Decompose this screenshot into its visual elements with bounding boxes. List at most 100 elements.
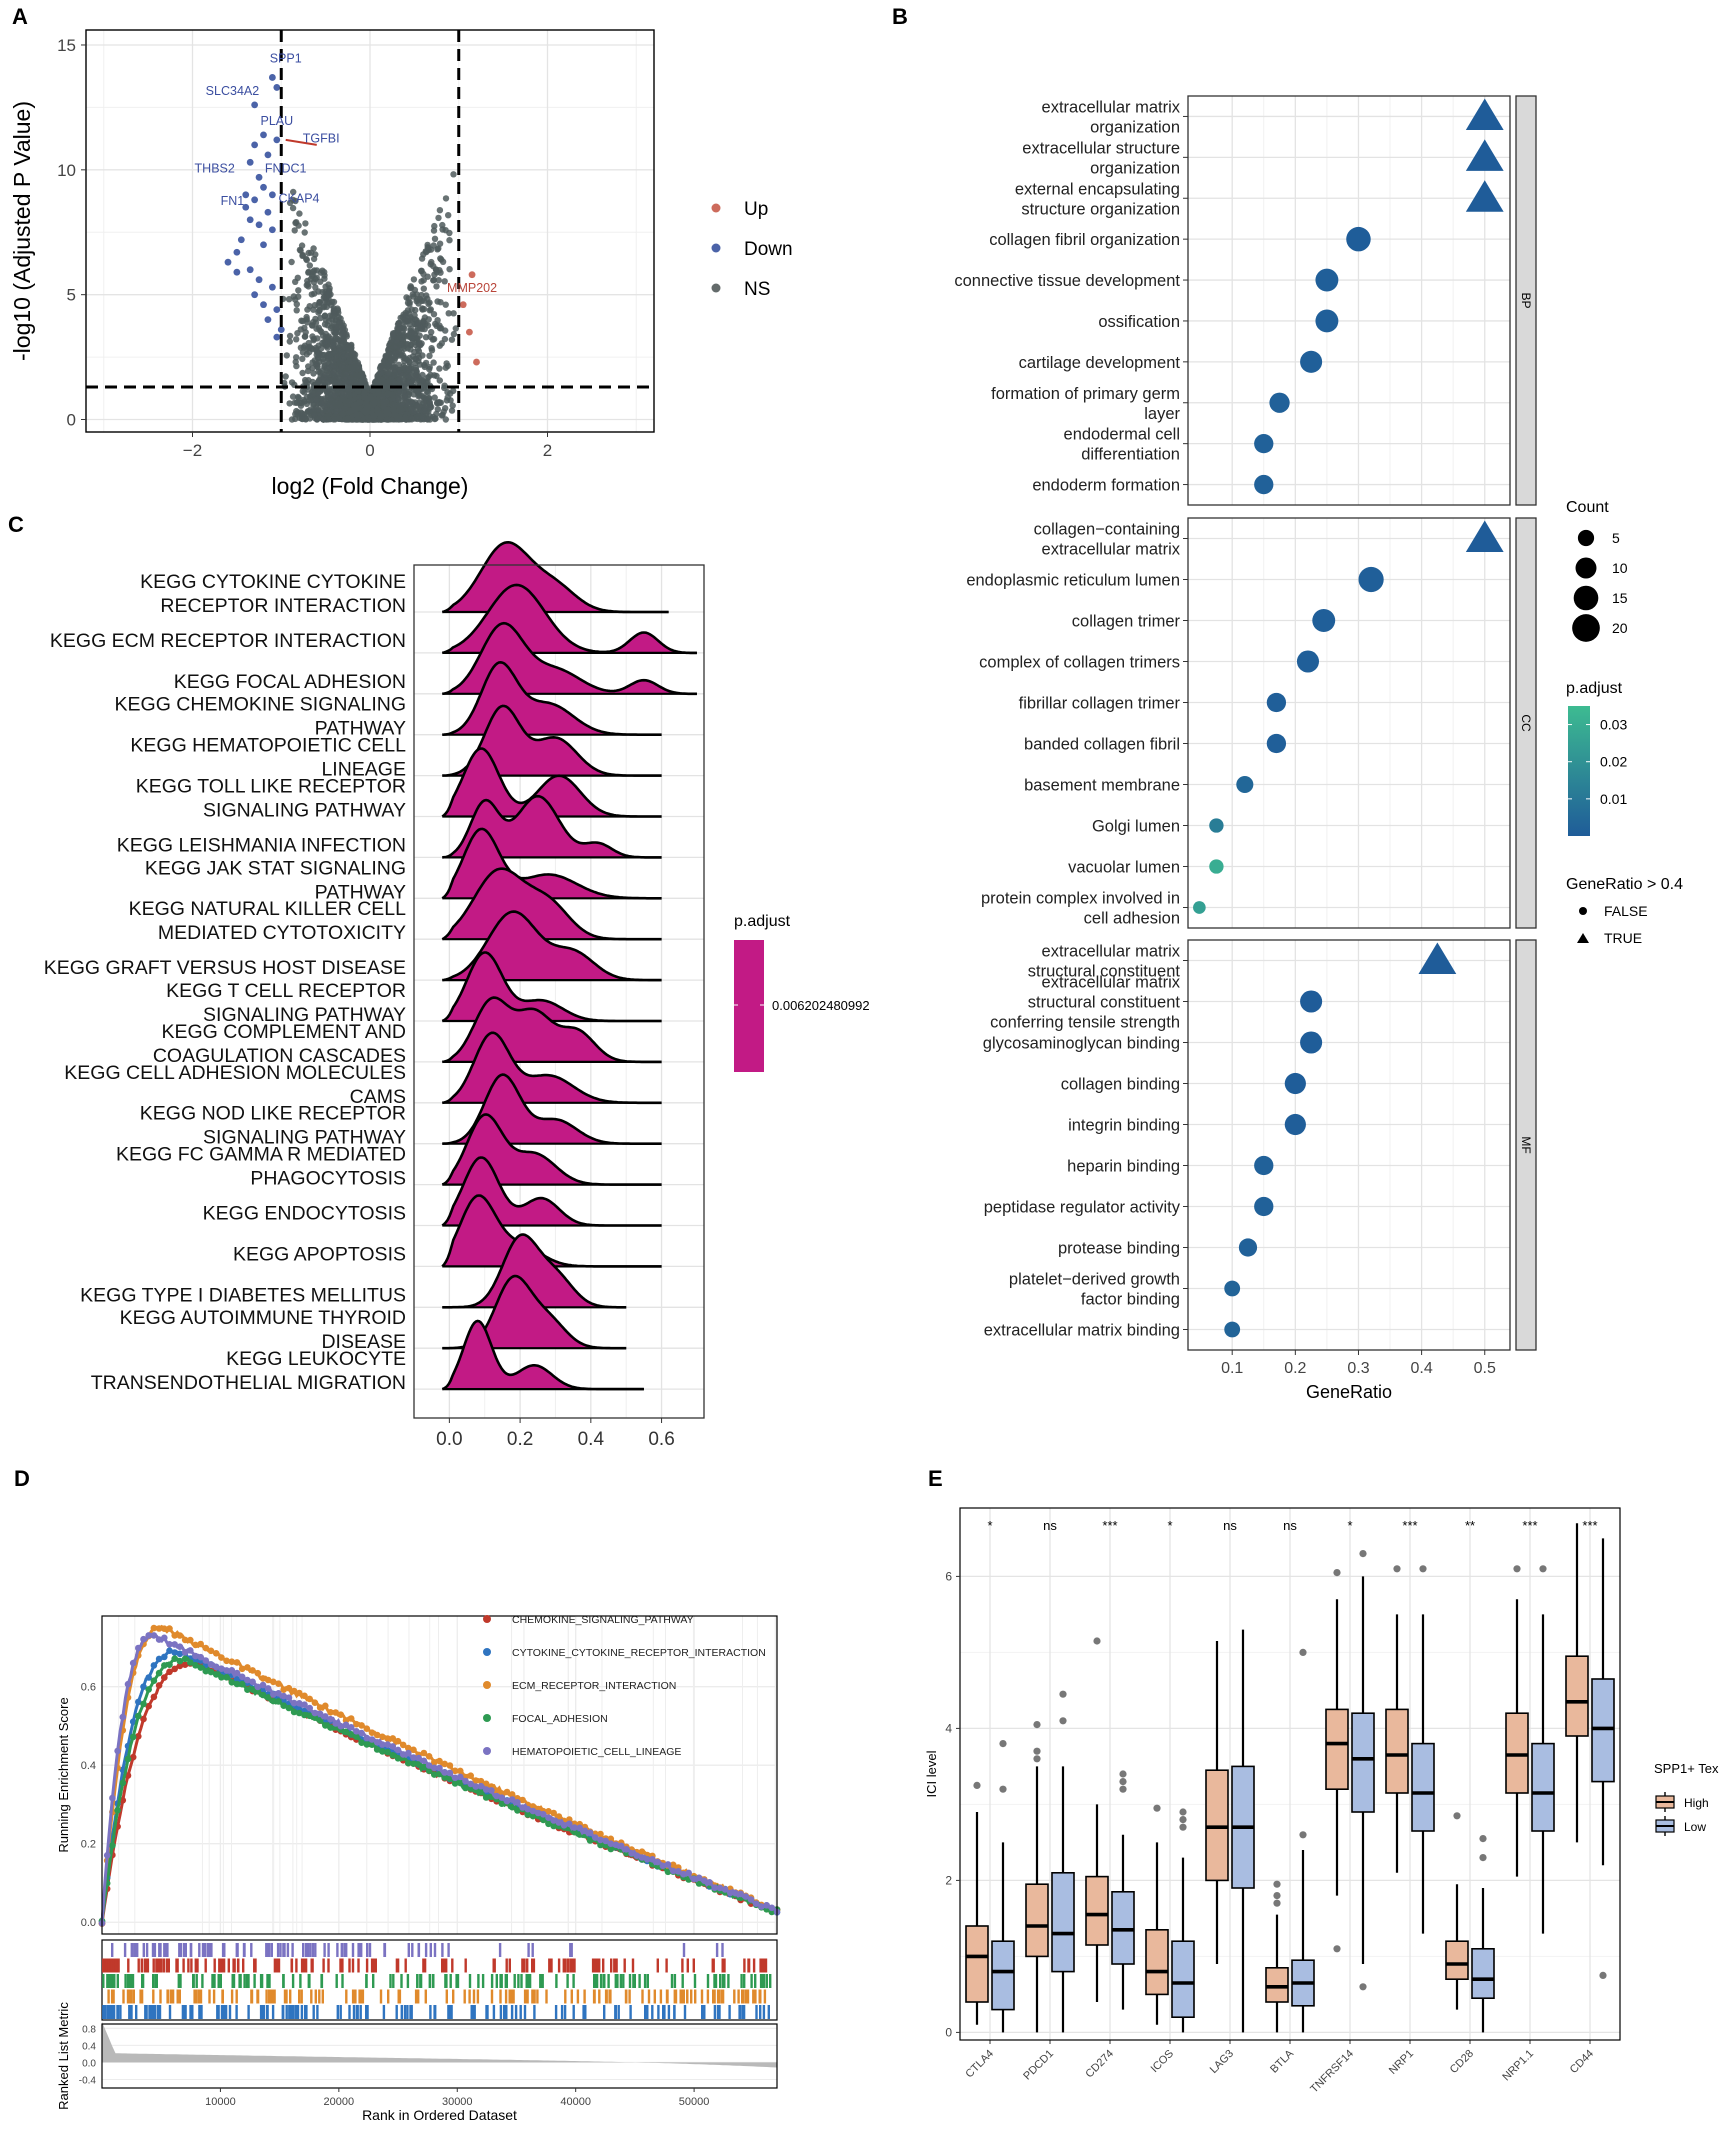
es-point [560,1822,568,1829]
hit-bar [593,1958,596,1973]
ns-point [370,412,378,420]
significance-label: ns [1223,1518,1237,1533]
es-point [363,1725,371,1732]
es-point [264,1694,272,1701]
hit-bar [365,1958,369,1973]
hit-bar [242,1958,245,1973]
hit-bar [403,2005,407,2019]
hit-bar [230,1989,234,2004]
hit-bar [273,1989,276,2004]
es-point [581,1827,589,1835]
es-point [358,1739,365,1746]
box-outlier [1479,1835,1487,1843]
hit-bar [323,1943,326,1957]
down-point [251,141,259,149]
hit-bar [144,2005,147,2019]
ns-point [415,319,422,326]
down-point [264,208,272,216]
ns-point [376,364,384,372]
es-point [207,1668,215,1676]
es-point [140,1635,147,1643]
hit-bar [266,2005,269,2019]
hit-bar [336,2005,339,2019]
es-point [109,1794,116,1802]
hit-bar [164,1943,168,1957]
ns-point [420,285,427,292]
hit-bar [243,1943,246,1957]
ns-point [436,365,443,372]
ns-point [292,410,299,418]
es-point [181,1649,189,1656]
es-point [758,1903,765,1910]
ridge-label: PATHWAY [315,881,406,903]
ridge-label: TRANSENDOTHELIAL MIGRATION [91,1372,406,1394]
hit-bar [683,2005,687,2019]
ns-point [398,406,405,413]
ns-point [301,324,308,332]
up-point [459,301,467,309]
ns-point [329,403,336,410]
hit-bar [285,1989,288,2004]
es-point [389,1743,397,1750]
es-point [176,1650,184,1658]
facet-frame [1187,95,1511,506]
es-point [425,1753,433,1760]
hit-bar [175,1958,178,1973]
ridge-label: KEGG NATURAL KILLER CELL [129,898,407,920]
hit-bar [411,1943,414,1957]
box-outlier [1393,1565,1401,1573]
es-point [249,1686,256,1693]
es-point [540,1816,547,1824]
ridge-label: KEGG TYPE I DIABETES MELLITUS [80,1284,406,1306]
category-label: NRP1 [1387,2048,1416,2077]
x-tick-label: 0.4 [578,1429,605,1450]
term-label: extracellular matrix binding [984,1322,1180,1340]
hit-bar [137,1958,140,1973]
ns-point [310,370,317,377]
ns-point [371,399,378,406]
ns-point [385,369,392,377]
x-tick-label: 20000 [324,2096,355,2108]
es-point [306,1712,314,1720]
hit-bar [372,1958,376,1973]
ns-point [447,390,454,397]
hit-bar [145,1943,149,1957]
ridge-label: KEGG CHEMOKINE SIGNALING [115,694,406,716]
es-point [259,1681,267,1689]
es-point [768,1904,776,1912]
ns-point [441,335,449,343]
label-connector [285,138,317,146]
ns-point [389,391,396,399]
ns-point [415,388,422,395]
es-point [482,1786,490,1793]
hit-bar [227,1958,230,1973]
ns-point [430,277,437,284]
down-point [246,216,254,224]
ns-point [375,371,383,378]
down-point [233,248,241,256]
hit-bar [395,1958,399,1973]
es-point [103,1852,111,1859]
es-point [176,1643,184,1650]
es-point [617,1842,625,1850]
term-label: peptidase regulator activity [984,1199,1181,1217]
ns-point [342,344,349,351]
ns-point [431,222,438,230]
hit-bar [750,1974,753,1988]
hit-bar [464,1958,467,1973]
es-point [550,1822,557,1830]
shape-legend-title: GeneRatio > 0.4 [1566,876,1683,893]
ridge-label: KEGG AUTOIMMUNE THYROID [120,1307,406,1329]
es-point [379,1733,386,1741]
hit-bar [693,1974,697,1988]
ns-point [299,252,306,259]
es-point [155,1669,163,1677]
es-point [161,1625,168,1632]
es-point [337,1722,345,1730]
es-point [519,1804,526,1811]
hit-bar [341,1958,344,1973]
es-point [384,1735,391,1742]
significance-label: *** [1522,1518,1537,1533]
box-outlier [1059,1717,1067,1725]
ns-point [308,249,315,256]
